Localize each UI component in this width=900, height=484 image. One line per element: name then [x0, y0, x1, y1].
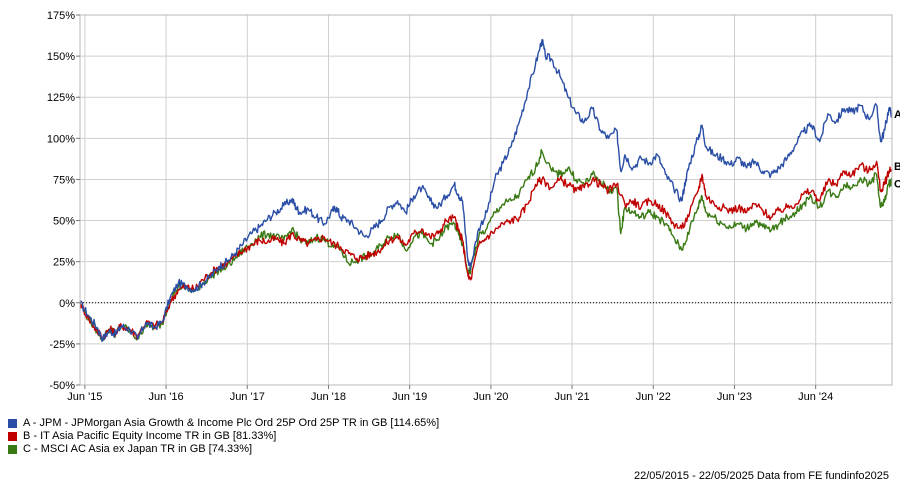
x-tick-label: Jun '23 — [717, 391, 752, 403]
x-tick-label: Jun '19 — [392, 391, 427, 403]
y-tick-label: 150% — [47, 51, 75, 63]
data-source-footer: 22/05/2015 - 22/05/2025 Data from FE fun… — [633, 470, 889, 482]
legend-label-a: A - JPM - JPMorgan Asia Growth & Income … — [23, 417, 440, 429]
end-label-b: B — [894, 161, 900, 173]
y-tick-label: 25% — [53, 257, 75, 269]
legend-item-a: A - JPM - JPMorgan Asia Growth & Income … — [8, 417, 439, 430]
y-tick-label: 75% — [53, 174, 75, 186]
series-line-a — [79, 39, 893, 343]
x-axis: Jun '15 Jun '16 Jun '17 Jun '18 Jun '19 Jun '… — [67, 385, 833, 403]
x-tick-label: Jun '18 — [311, 391, 346, 403]
x-tick-label: Jun '20 — [473, 391, 508, 403]
legend-item-c: C - MSCI AC Asia ex Japan TR in GB [74.3… — [8, 443, 439, 456]
y-tick-label: 125% — [47, 92, 75, 104]
x-tick-label: Jun '21 — [555, 391, 590, 403]
y-tick-label: 50% — [53, 216, 75, 228]
series-line-c — [79, 149, 893, 342]
series-layer — [79, 39, 893, 343]
x-tick-label: Jun '24 — [798, 391, 833, 403]
legend: A - JPM - JPMorgan Asia Growth & Income … — [8, 417, 439, 456]
y-tick-label: 100% — [47, 133, 75, 145]
y-tick-label: 0% — [59, 298, 75, 310]
end-label-a: A — [894, 109, 900, 121]
legend-item-b: B - IT Asia Pacific Equity Income TR in … — [8, 430, 439, 443]
legend-label-c: C - MSCI AC Asia ex Japan TR in GB [74.3… — [23, 443, 253, 455]
grid — [80, 14, 892, 386]
end-label-c: C — [894, 179, 900, 191]
x-tick-label: Jun '22 — [636, 391, 671, 403]
x-tick-label: Jun '15 — [67, 391, 102, 403]
plot-area — [80, 15, 892, 385]
x-tick-label: Jun '16 — [149, 391, 184, 403]
y-tick-label: -50% — [49, 380, 75, 392]
performance-chart: 175% 150% 125% 100% 75% 50% 25% 0% -25% -50% Jun … — [47, 10, 900, 403]
y-tick-label: -25% — [49, 339, 75, 351]
y-axis: 175% 150% 125% 100% 75% 50% 25% 0% -25% -50% — [47, 10, 80, 392]
legend-label-b: B - IT Asia Pacific Equity Income TR in … — [23, 430, 277, 442]
plot-frame — [79, 14, 893, 386]
legend-swatch-b — [8, 432, 17, 441]
end-labels: CB A — [894, 109, 900, 190]
y-tick-label: 175% — [47, 10, 75, 22]
legend-swatch-a — [8, 419, 17, 428]
legend-swatch-c — [8, 445, 17, 454]
x-tick-label: Jun '17 — [230, 391, 265, 403]
